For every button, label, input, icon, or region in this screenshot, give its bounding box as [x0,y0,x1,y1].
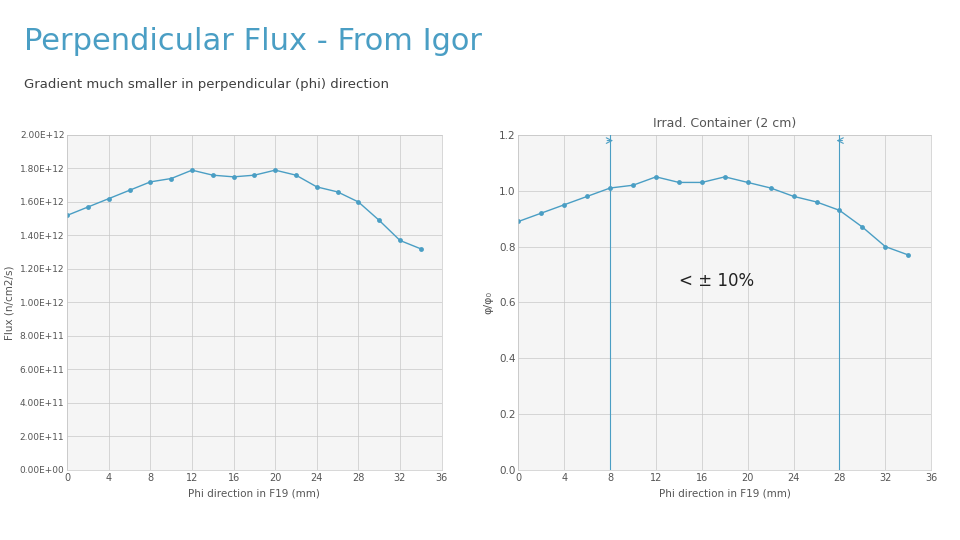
Text: Perpendicular Flux - From Igor: Perpendicular Flux - From Igor [24,27,482,56]
Y-axis label: φ/φ₀: φ/φ₀ [484,291,493,314]
X-axis label: Phi direction in F19 (mm): Phi direction in F19 (mm) [188,488,321,498]
Title: Irrad. Container (2 cm): Irrad. Container (2 cm) [653,117,797,130]
Text: Gradient much smaller in perpendicular (phi) direction: Gradient much smaller in perpendicular (… [24,78,389,91]
Y-axis label: Flux (n/cm2/s): Flux (n/cm2/s) [4,265,14,340]
Text: V. Sola: V. Sola [17,515,62,528]
Text: 6: 6 [933,515,943,529]
X-axis label: Phi direction in F19 (mm): Phi direction in F19 (mm) [659,488,791,498]
Text: < ± 10%: < ± 10% [679,272,754,289]
Text: FLUENCE PROFILING AT JSI TRIGA REACTOR - 29.05.2020: FLUENCE PROFILING AT JSI TRIGA REACTOR -… [292,515,668,528]
